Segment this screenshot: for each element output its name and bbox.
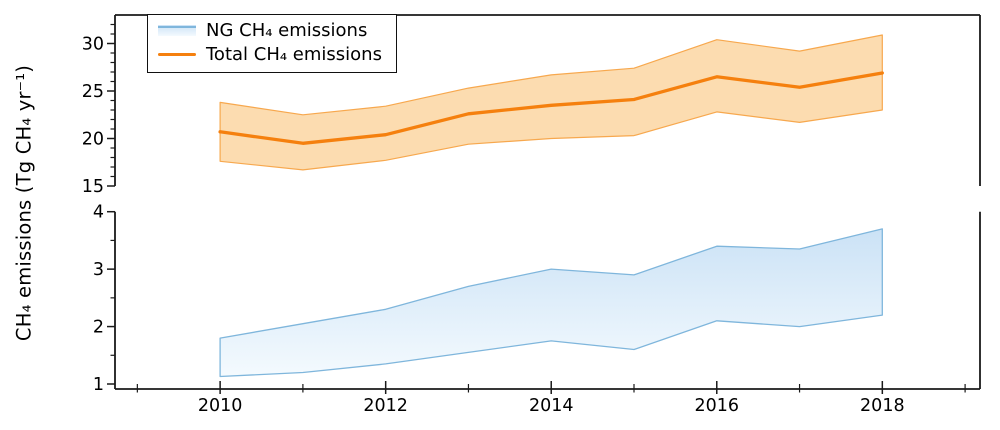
legend: NG CH₄ emissions Total CH₄ emissions — [147, 14, 397, 73]
svg-text:25: 25 — [82, 82, 104, 102]
svg-text:30: 30 — [82, 35, 104, 55]
svg-text:1: 1 — [93, 375, 104, 395]
svg-text:2014: 2014 — [529, 396, 574, 416]
legend-item-ng: NG CH₄ emissions — [158, 20, 382, 41]
ng-band-swatch — [158, 25, 196, 36]
legend-label-ng: NG CH₄ emissions — [206, 20, 368, 41]
total-line-swatch — [158, 52, 196, 57]
svg-text:2012: 2012 — [363, 396, 408, 416]
plot-area: 15 20 25 30 1 2 3 4 2010 2012 2014 2016 2018 — [82, 14, 981, 416]
svg-text:2: 2 — [93, 318, 104, 338]
svg-text:2018: 2018 — [860, 396, 905, 416]
svg-text:2016: 2016 — [695, 396, 740, 416]
svg-text:15: 15 — [82, 177, 104, 197]
ng-band-swatch-line — [158, 26, 196, 29]
y-axis-label: CH₄ emissions (Tg CH₄ yr⁻¹) — [12, 64, 36, 342]
svg-text:4: 4 — [93, 203, 104, 223]
svg-text:20: 20 — [82, 130, 104, 150]
legend-label-total: Total CH₄ emissions — [206, 44, 382, 65]
svg-text:2010: 2010 — [198, 396, 243, 416]
legend-item-total: Total CH₄ emissions — [158, 44, 382, 65]
svg-text:3: 3 — [93, 260, 104, 280]
